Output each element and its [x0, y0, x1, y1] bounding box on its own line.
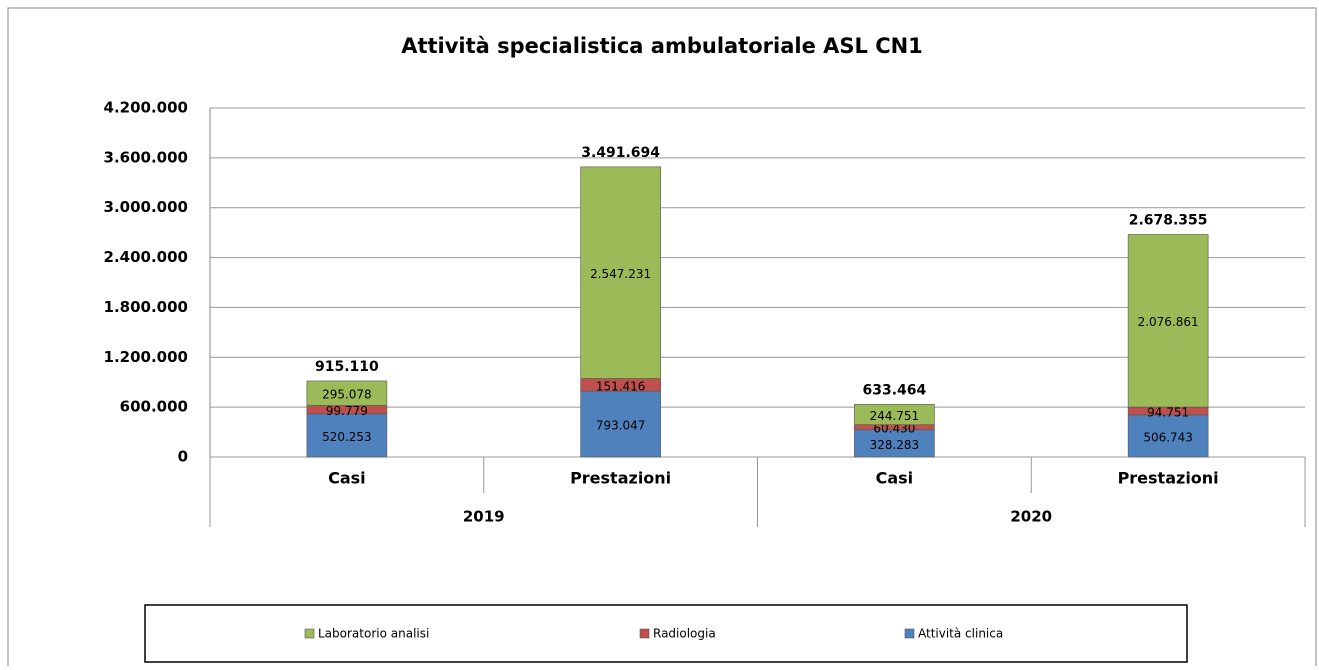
total-label: 633.464 [862, 382, 926, 398]
y-tick-label: 2.400.000 [104, 248, 188, 266]
legend-box [144, 604, 1188, 663]
legend-label: Radiologia [653, 627, 716, 641]
y-tick-label: 3.600.000 [104, 148, 188, 166]
data-label: 506.743 [1143, 430, 1193, 444]
bar-segment [306, 380, 388, 406]
data-label: 99.779 [326, 404, 368, 418]
bar-segment [306, 413, 388, 458]
legend-swatch [904, 628, 915, 639]
y-tick-label: 0 [178, 448, 188, 466]
data-label: 328.283 [870, 438, 920, 452]
bar-segment [854, 404, 935, 425]
group-label: 2020 [1010, 508, 1052, 526]
x-tick-label: Prestazioni [1118, 469, 1219, 488]
y-tick-label: 1.800.000 [104, 298, 188, 316]
x-tick-label: Casi [328, 469, 366, 488]
bar-segment [1127, 414, 1209, 458]
legend-swatch [304, 628, 315, 639]
data-label: 2.076.861 [1138, 315, 1199, 329]
group-label: 2019 [463, 508, 505, 526]
y-tick-label: 3.000.000 [104, 198, 188, 216]
data-label: 2.547.231 [590, 267, 651, 281]
data-label: 295.078 [322, 388, 372, 402]
y-tick-label: 1.200.000 [104, 348, 188, 366]
x-tick-label: Casi [876, 469, 914, 488]
total-label: 2.678.355 [1129, 212, 1208, 228]
legend-label: Laboratorio analisi [318, 627, 429, 641]
bar-segment [854, 429, 935, 458]
total-label: 3.491.694 [581, 145, 660, 161]
bar-segment [580, 390, 661, 458]
data-label: 151.416 [596, 379, 646, 393]
data-label: 244.751 [870, 409, 920, 423]
y-tick-label: 600.000 [120, 398, 188, 416]
legend-swatch [639, 628, 650, 639]
chart-border [7, 7, 1317, 669]
data-label: 94.751 [1147, 405, 1189, 419]
bar-segment [580, 166, 661, 379]
data-label: 520.253 [322, 430, 372, 444]
data-label: 60.430 [873, 422, 915, 436]
x-tick-label: Prestazioni [570, 469, 671, 488]
chart-title: Attività specialistica ambulatoriale ASL… [401, 34, 923, 58]
total-label: 915.110 [315, 359, 379, 375]
legend-label: Attività clinica [918, 627, 1003, 641]
data-label: 793.047 [596, 419, 646, 433]
bar-segment [1127, 234, 1209, 408]
y-tick-label: 4.200.000 [104, 99, 188, 117]
